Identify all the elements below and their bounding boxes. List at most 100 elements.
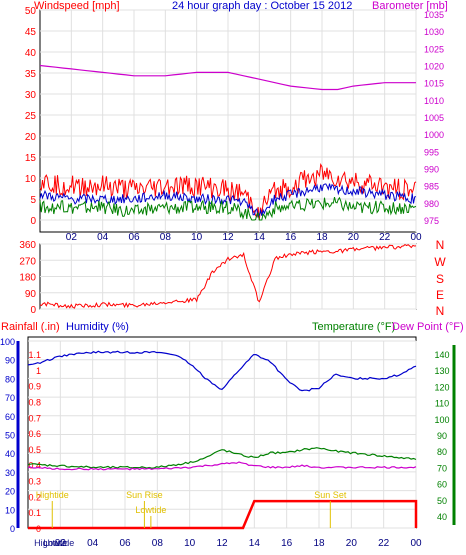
bottom-x-tick-label: 16 xyxy=(281,538,293,549)
top-x-tick-label: 04 xyxy=(97,232,109,243)
barometer-tick-label: 980 xyxy=(424,199,439,209)
humidity-axis-label: Humidity (%) xyxy=(66,321,129,333)
direction-tick-label: 180 xyxy=(19,273,36,284)
event-label: Sun Rise xyxy=(126,490,163,500)
top-x-tick-label: 00 xyxy=(410,232,422,243)
humidity-tick-label: 100 xyxy=(0,337,15,347)
windspeed-tick-label: 35 xyxy=(25,69,37,80)
windspeed-tick-label: 0 xyxy=(30,216,36,227)
top-x-tick-label: 14 xyxy=(254,232,266,243)
humidity-tick-label: 60 xyxy=(5,412,15,422)
windspeed-tick-label: 15 xyxy=(25,153,37,164)
windspeed-tick-label: 50 xyxy=(25,6,37,17)
compass-label-n-top: N xyxy=(436,238,445,252)
humidity-tick-label: 30 xyxy=(5,468,15,478)
windspeed-tick-label: 30 xyxy=(25,90,37,101)
humidity-tick-label: 0 xyxy=(10,524,15,534)
humidity-tick-label: 20 xyxy=(5,487,15,497)
event-axis-label: Hightide xyxy=(34,538,67,548)
rainfall-tick-label: 0.6 xyxy=(28,429,41,439)
temperature-tick-label: 110 xyxy=(435,399,449,409)
humidity-tick-label: 70 xyxy=(5,393,15,403)
compass-label-e: E xyxy=(436,288,444,302)
top-x-tick-label: 12 xyxy=(222,232,234,243)
bottom-x-tick-label: 00 xyxy=(410,538,422,549)
dewpoint-axis-label: Dew Point (°F) xyxy=(392,321,464,333)
barometer-tick-label: 975 xyxy=(424,216,439,226)
bottom-x-tick-label: 02 xyxy=(55,538,67,549)
event-label: Hightide xyxy=(36,490,69,500)
barometer-line xyxy=(39,64,416,91)
barometer-tick-label: 985 xyxy=(424,182,439,192)
rainfall-tick-label: 0.7 xyxy=(28,413,41,423)
bottom-x-tick-label: 20 xyxy=(346,538,358,549)
windspeed-low-line xyxy=(39,196,417,221)
event-label: Sun Set xyxy=(314,490,347,500)
top-x-tick-label: 22 xyxy=(379,232,391,243)
rainfall-tick-label: 0.1 xyxy=(28,508,41,518)
humidity-line xyxy=(27,350,417,392)
barometer-tick-label: 1030 xyxy=(424,27,444,37)
windspeed-gust-line xyxy=(39,162,417,221)
rainfall-tick-label: 0.9 xyxy=(28,382,41,392)
event-axis-label: Lowtide xyxy=(43,538,74,548)
compass-label-s: S xyxy=(436,272,444,286)
top-x-tick-label: 20 xyxy=(348,232,360,243)
series-layer xyxy=(27,64,418,530)
temperature-tick-label: 90 xyxy=(437,431,447,441)
barometer-tick-label: 1000 xyxy=(424,130,444,140)
barometer-tick-label: 990 xyxy=(424,165,439,175)
barometer-tick-label: 1020 xyxy=(424,62,444,72)
windspeed-avg-line xyxy=(39,183,417,219)
temperature-tick-label: 100 xyxy=(434,415,449,425)
bottom-x-tick-label: 18 xyxy=(313,538,325,549)
rainfall-axis-label: Rainfall (.in) xyxy=(1,321,60,333)
rainfall-tick-label: 1.1 xyxy=(28,350,41,360)
humidity-tick-label: 90 xyxy=(5,356,15,366)
windspeed-tick-label: 45 xyxy=(25,27,37,38)
bottom-x-tick-label: 08 xyxy=(152,538,164,549)
humidity-tick-label: 80 xyxy=(5,374,15,384)
temperature-axis-label: Temperature (°F) xyxy=(312,321,395,333)
temperature-tick-label: 140 xyxy=(434,350,449,360)
compass-label-w: W xyxy=(434,255,446,269)
temperature-tick-label: 130 xyxy=(434,366,449,376)
barometer-tick-label: 1005 xyxy=(424,113,444,123)
bottom-x-tick-label: 04 xyxy=(87,538,99,549)
humidity-tick-label: 40 xyxy=(5,449,15,459)
direction-tick-label: 0 xyxy=(30,305,36,316)
rainfall-tick-label: 1 xyxy=(36,366,41,376)
barometer-tick-label: 1035 xyxy=(424,10,444,20)
barometer-tick-label: 1025 xyxy=(424,44,444,54)
bottom-x-tick-label: 14 xyxy=(249,538,261,549)
bottom-x-tick-label: 22 xyxy=(378,538,390,549)
rainfall-tick-label: 0.5 xyxy=(28,445,41,455)
compass-label-n-bottom: N xyxy=(436,304,445,318)
top-x-tick-label: 06 xyxy=(128,232,140,243)
rainfall-tick-label: 0.8 xyxy=(28,397,41,407)
humidity-tick-label: 10 xyxy=(5,505,15,515)
bottom-x-tick-label: 06 xyxy=(119,538,131,549)
top-x-tick-label: 08 xyxy=(160,232,172,243)
temperature-tick-label: 80 xyxy=(437,447,447,457)
windspeed-axis-label: Windspeed [mph] xyxy=(34,0,120,12)
barometer-tick-label: 1010 xyxy=(424,96,444,106)
top-x-tick-label: 10 xyxy=(191,232,203,243)
chart-title: 24 hour graph day : October 15 2012 xyxy=(172,0,352,12)
bottom-x-tick-label: 10 xyxy=(184,538,196,549)
rainfall-line xyxy=(28,499,418,530)
barometer-tick-label: 995 xyxy=(424,147,439,157)
temperature-tick-label: 40 xyxy=(437,512,447,522)
windspeed-tick-label: 10 xyxy=(25,174,37,185)
barometer-axis-label: Barometer [mb] xyxy=(372,0,448,12)
windspeed-tick-label: 5 xyxy=(30,195,36,206)
windspeed-tick-label: 25 xyxy=(25,111,37,122)
rainfall-tick-label: 0.3 xyxy=(28,477,41,487)
temperature-tick-label: 70 xyxy=(437,463,447,473)
top-x-tick-label: 16 xyxy=(285,232,297,243)
rainfall-tick-label: 0.2 xyxy=(28,492,41,502)
top-x-tick-label: 18 xyxy=(316,232,328,243)
windspeed-tick-label: 20 xyxy=(25,132,37,143)
